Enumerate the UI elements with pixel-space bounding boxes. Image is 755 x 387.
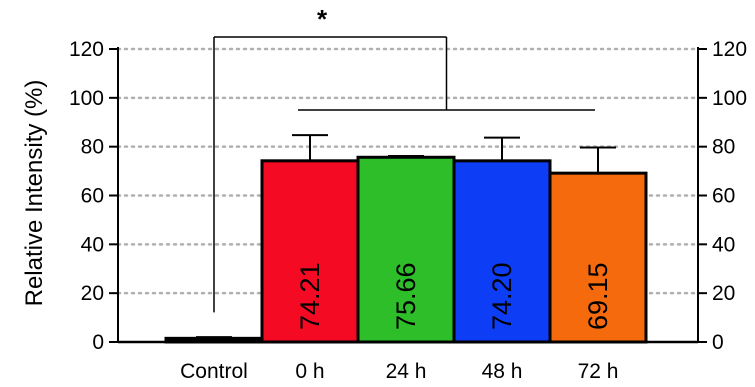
- x-tick-label: 72 h: [578, 360, 619, 383]
- bar-value-label: 74.21: [295, 262, 325, 330]
- y-tick-label-left: 100: [69, 87, 104, 110]
- y-tick-label-right: 120: [712, 38, 747, 61]
- x-tick-label: Control: [180, 360, 248, 383]
- y-tick-label-right: 60: [712, 185, 735, 208]
- axes: 0 0 20 20 40 40 60 60 80 80 100 100 120 120 Control 0 h…: [69, 38, 747, 383]
- significance-bracket: [213, 36, 595, 313]
- bar-value-label: 69.15: [583, 262, 613, 330]
- y-tick-label-left: 20: [81, 282, 104, 305]
- bar: [452, 159, 552, 344]
- y-tick-label-right: 80: [712, 136, 735, 159]
- bars: 74.21 75.66 74.20 69.15: [164, 134, 648, 344]
- bar-value-label: 75.66: [391, 262, 421, 330]
- y-tick-label-right: 40: [712, 233, 735, 256]
- y-tick-label-left: 0: [92, 331, 104, 354]
- y-tick-label-right: 0: [712, 331, 724, 354]
- bar: [548, 171, 648, 344]
- y-tick-label-right: 20: [712, 282, 735, 305]
- y-axis-title: Relative Intensity (%): [21, 80, 48, 307]
- y-tick-label-left: 40: [81, 233, 104, 256]
- y-tick-label-left: 60: [81, 185, 104, 208]
- y-tick-label-right: 100: [712, 87, 747, 110]
- x-tick-label: 24 h: [386, 360, 427, 383]
- bar-value-label: 74.20: [487, 262, 517, 330]
- y-tick-label-left: 80: [81, 136, 104, 159]
- x-tick-label: 0 h: [295, 360, 324, 383]
- significance-label: *: [317, 4, 328, 34]
- y-tick-label-left: 120: [69, 38, 104, 61]
- x-tick-label: 48 h: [482, 360, 523, 383]
